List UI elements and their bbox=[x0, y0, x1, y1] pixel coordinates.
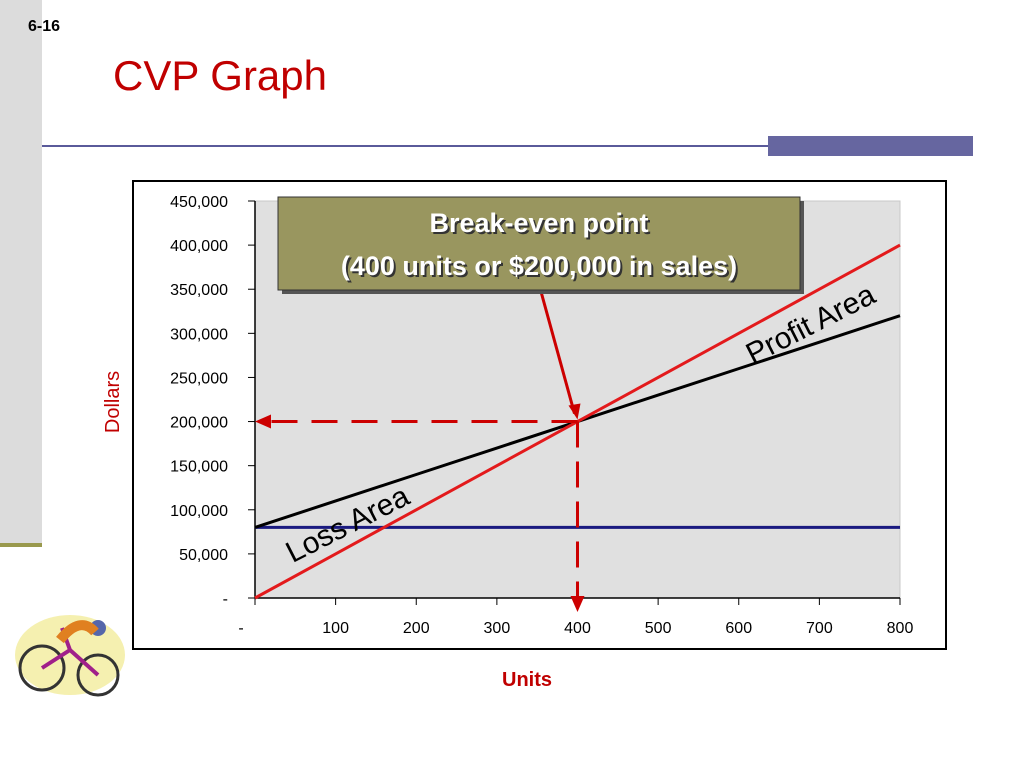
arrowhead bbox=[570, 596, 585, 612]
y-tick-label: 350,000 bbox=[170, 282, 228, 299]
cyclist-clipart bbox=[15, 615, 125, 697]
x-tick-label: - bbox=[238, 620, 243, 637]
x-tick-label: 600 bbox=[725, 620, 752, 637]
x-tick-label: 400 bbox=[564, 620, 591, 637]
sidebar bbox=[0, 0, 42, 545]
callout-text: Break-even point bbox=[429, 208, 648, 238]
arrowhead bbox=[568, 403, 581, 420]
callout-text-shadow: Break-even point bbox=[431, 210, 650, 240]
y-tick-label: - bbox=[223, 591, 228, 608]
sidebar-rule bbox=[0, 543, 42, 547]
title-bar bbox=[768, 136, 973, 156]
x-axis-label: Units bbox=[502, 669, 552, 691]
x-tick-label: 700 bbox=[806, 620, 833, 637]
y-tick-label: 50,000 bbox=[179, 547, 228, 564]
y-tick-label: 450,000 bbox=[170, 194, 228, 211]
chart-title: CVP Graph bbox=[113, 52, 327, 99]
y-tick-label: 200,000 bbox=[170, 415, 228, 432]
callout-arrow bbox=[538, 287, 576, 414]
callout-text: (400 units or $200,000 in sales) bbox=[341, 251, 737, 281]
y-tick-label: 100,000 bbox=[170, 503, 228, 520]
x-tick-label: 500 bbox=[645, 620, 672, 637]
x-tick-label: 300 bbox=[484, 620, 511, 637]
callout-box bbox=[277, 196, 801, 291]
x-tick-label: 800 bbox=[887, 620, 914, 637]
y-tick-label: 250,000 bbox=[170, 370, 228, 387]
callout-text-shadow: (400 units or $200,000 in sales) bbox=[343, 253, 739, 283]
y-axis-label: Dollars bbox=[102, 371, 124, 433]
x-tick-label: 100 bbox=[322, 620, 349, 637]
x-tick-label: 200 bbox=[403, 620, 430, 637]
y-tick-label: 400,000 bbox=[170, 238, 228, 255]
arrowhead bbox=[255, 414, 271, 429]
y-tick-label: 150,000 bbox=[170, 459, 228, 476]
slide-number: 6-16 bbox=[28, 18, 60, 35]
y-tick-label: 300,000 bbox=[170, 326, 228, 343]
